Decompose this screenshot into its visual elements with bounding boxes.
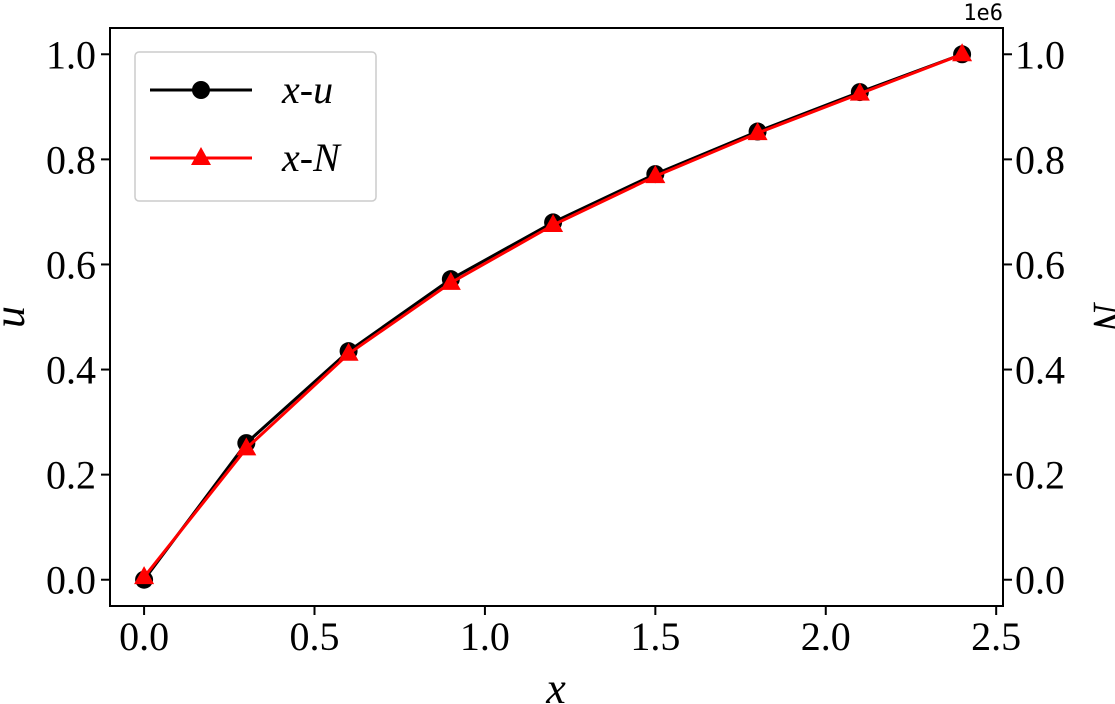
y2-tick-label: 0.6	[1015, 242, 1065, 287]
x-tick-label: 1.0	[460, 614, 510, 659]
data-point-x-n	[952, 43, 973, 62]
data-point-x-n	[543, 214, 564, 233]
data-point-x-n	[849, 82, 870, 101]
x-tick-label: 0.0	[119, 614, 169, 659]
y-axis-title: u	[0, 306, 34, 328]
y-axis-ticks: 0.0 0.2 0.4 0.6 0.8 1.0	[46, 32, 110, 603]
data-point-x-n	[440, 271, 461, 290]
y-tick-label: 0.4	[46, 348, 96, 393]
y2-axis-title: N	[1084, 301, 1115, 334]
y-tick-label: 0.0	[46, 558, 96, 603]
y-tick-label: 0.6	[46, 242, 96, 287]
legend-label-x-u: x-u	[281, 67, 333, 112]
y2-tick-label: 1.0	[1015, 32, 1065, 77]
x-tick-label: 2.5	[971, 614, 1021, 659]
y2-tick-label: 0.8	[1015, 137, 1065, 182]
legend-box	[134, 51, 377, 202]
plot-frame	[109, 27, 1004, 607]
legend: x-u x-N	[134, 51, 377, 202]
legend-label-x-n: x-N	[281, 135, 342, 180]
x-tick-label: 2.0	[801, 614, 851, 659]
series-layer	[134, 43, 973, 589]
legend-marker-x-n	[191, 147, 211, 165]
x-axis-ticks: 0.0 0.5 1.0 1.5 2.0 2.5	[119, 606, 1021, 659]
data-point-x-n	[747, 122, 768, 141]
x-tick-label: 1.5	[630, 614, 680, 659]
legend-marker-x-u	[192, 81, 210, 99]
y-tick-label: 0.2	[46, 453, 96, 498]
x-tick-label: 0.5	[290, 614, 340, 659]
data-point-x-n	[236, 437, 257, 456]
data-point-x-n	[338, 342, 359, 361]
y2-tick-label: 0.4	[1015, 348, 1065, 393]
x-axis-title: x	[545, 664, 566, 704]
y2-tick-label: 0.0	[1015, 558, 1065, 603]
y2-offset-label: 1e6	[963, 1, 1003, 26]
data-point-x-n	[134, 566, 155, 585]
y2-tick-label: 0.2	[1015, 453, 1065, 498]
y-tick-label: 0.8	[46, 137, 96, 182]
y-tick-label: 1.0	[46, 32, 96, 77]
data-point-x-n	[645, 165, 666, 184]
y2-axis-ticks: 0.0 0.2 0.4 0.6 0.8 1.0	[1003, 32, 1065, 603]
